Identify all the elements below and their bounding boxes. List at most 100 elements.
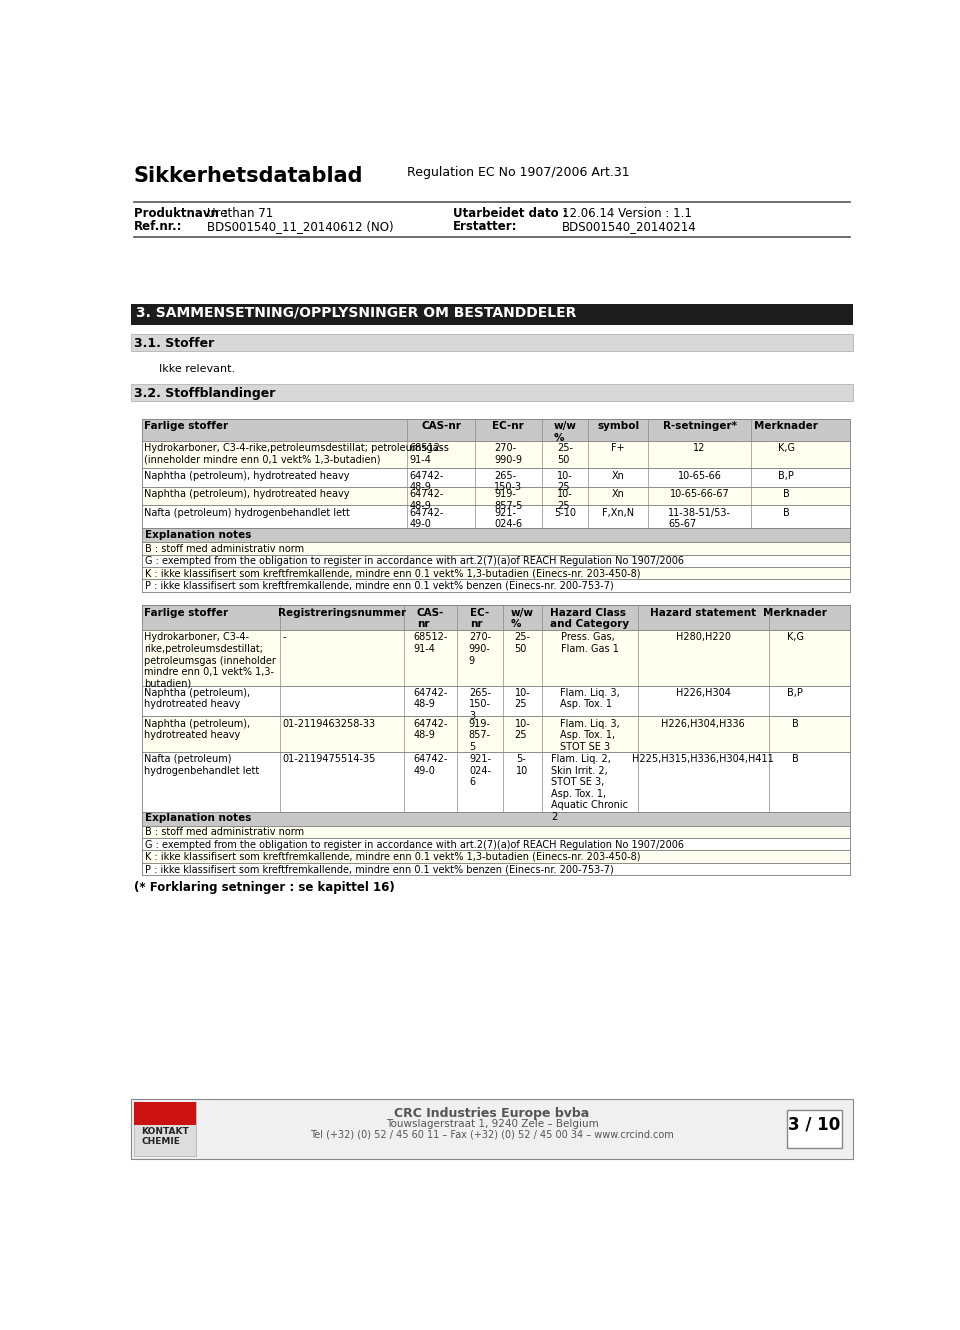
Text: Hazard statement: Hazard statement [650,608,756,617]
Text: Registreringsnummer: Registreringsnummer [277,608,406,617]
Text: P : ikke klassifisert som kreftfremkallende, mindre enn 0.1 vekt% benzen (Einecs: P : ikke klassifisert som kreftfremkalle… [145,864,613,874]
Text: 3. SAMMENSETNING/OPPLYSNINGER OM BESTANDDELER: 3. SAMMENSETNING/OPPLYSNINGER OM BESTAND… [135,306,576,321]
Bar [134,1103,196,1125]
Bar [142,468,850,487]
Text: G : exempted from the obligation to register in accordance with art.2(7)(a)of RE: G : exempted from the obligation to regi… [145,839,684,850]
Text: Hazard Class
and Category: Hazard Class and Category [550,608,630,629]
Bar [142,567,850,580]
Text: Produktnavn :: Produktnavn : [134,207,228,221]
Bar [142,811,850,826]
Text: Nafta (petroleum) hydrogenbehandlet lett: Nafta (petroleum) hydrogenbehandlet lett [144,508,349,517]
Bar [142,751,850,811]
Bar [142,505,850,528]
Text: CRC Industries Europe bvba: CRC Industries Europe bvba [395,1107,589,1120]
Text: 11-38-51/53-
65-67: 11-38-51/53- 65-67 [668,508,731,529]
Text: K,G: K,G [778,443,795,454]
Text: BDS001540_11_20140612 (NO): BDS001540_11_20140612 (NO) [206,221,394,234]
Text: P : ikke klassifisert som kreftfremkallende, mindre enn 0.1 vekt% benzen (Einecs: P : ikke klassifisert som kreftfremkalle… [145,581,613,591]
Text: EC-nr: EC-nr [492,422,524,431]
Text: B : stoff med administrativ norm: B : stoff med administrativ norm [145,827,304,837]
Text: B : stoff med administrativ norm: B : stoff med administrativ norm [145,544,304,553]
Text: 01-2119463258-33: 01-2119463258-33 [282,718,375,729]
Bar [142,543,850,555]
Text: 25-
50: 25- 50 [515,632,531,654]
Text: Farlige stoffer: Farlige stoffer [144,422,228,431]
Text: 64742-
48-9: 64742- 48-9 [410,471,444,492]
Text: KONTAKT
CHEMIE: KONTAKT CHEMIE [141,1127,189,1146]
Bar [142,487,850,505]
Text: K : ikke klassifisert som kreftfremkallende, mindre enn 0.1 vekt% 1,3-butadien (: K : ikke klassifisert som kreftfremkalle… [145,851,640,862]
Text: 265-
150-
3: 265- 150- 3 [468,688,491,721]
Text: K : ikke klassifisert som kreftfremkallende, mindre enn 0.1 vekt% 1,3-butadien (: K : ikke klassifisert som kreftfremkalle… [145,568,640,579]
Text: B: B [792,754,799,763]
Bar [131,1099,853,1158]
Text: Touwslagerstraat 1, 9240 Zele – Belgium: Touwslagerstraat 1, 9240 Zele – Belgium [386,1119,598,1129]
Text: Explanation notes: Explanation notes [145,529,252,540]
Text: 921-
024-
6: 921- 024- 6 [468,754,491,787]
Text: Naphtha (petroleum),
hydrotreated heavy: Naphtha (petroleum), hydrotreated heavy [144,718,251,741]
Text: w/w
%: w/w % [553,422,576,443]
Text: CAS-
nr: CAS- nr [417,608,444,629]
Text: 919-
857-5: 919- 857-5 [494,489,522,511]
Bar [131,334,853,351]
Text: H225,H315,H336,H304,H411: H225,H315,H336,H304,H411 [633,754,774,763]
Bar [142,685,850,717]
Text: 5-10: 5-10 [554,508,576,517]
Text: Naphtha (petroleum), hydrotreated heavy: Naphtha (petroleum), hydrotreated heavy [144,471,349,480]
Bar [142,630,850,685]
Bar [142,850,850,863]
Bar [142,528,850,543]
Text: 270-
990-9: 270- 990-9 [494,443,522,464]
Text: -: - [282,632,286,642]
Bar [134,1103,196,1156]
Text: 921-
024-6: 921- 024-6 [494,508,522,529]
Text: 270-
990-
9: 270- 990- 9 [468,632,491,665]
Text: 64742-
48-9: 64742- 48-9 [410,489,444,511]
Text: B,P: B,P [779,471,794,480]
Text: Hydrokarboner, C3-4-rike,petroleumsdestillat; petroleumsgass
(inneholder mindre : Hydrokarboner, C3-4-rike,petroleumsdesti… [144,443,449,464]
Bar [142,555,850,567]
Text: 64742-
49-0: 64742- 49-0 [413,754,447,775]
Text: 3.2. Stoffblandinger: 3.2. Stoffblandinger [134,387,276,400]
Text: w/w
%: w/w % [511,608,534,629]
Text: Naphtha (petroleum),
hydrotreated heavy: Naphtha (petroleum), hydrotreated heavy [144,688,251,709]
Text: CAS-nr: CAS-nr [421,422,461,431]
Bar [131,303,853,325]
Text: Ref.nr.:: Ref.nr.: [134,221,182,234]
Text: 10-65-66-67: 10-65-66-67 [670,489,730,499]
Text: Xn: Xn [612,489,625,499]
Text: Flam. Liq. 2,
Skin Irrit. 2,
STOT SE 3,
Asp. Tox. 1,
Aquatic Chronic
2: Flam. Liq. 2, Skin Irrit. 2, STOT SE 3, … [551,754,628,822]
Text: Flam. Liq. 3,
Asp. Tox. 1: Flam. Liq. 3, Asp. Tox. 1 [560,688,619,709]
Bar [142,826,850,838]
Text: H226,H304,H336: H226,H304,H336 [661,718,745,729]
Text: Utarbeidet dato :: Utarbeidet dato : [453,207,568,221]
Bar [142,605,850,630]
Text: 12.06.14 Version : 1.1: 12.06.14 Version : 1.1 [562,207,691,221]
Text: Ikke relevant.: Ikke relevant. [158,363,235,374]
Text: 10-65-66: 10-65-66 [678,471,722,480]
Text: Naphtha (petroleum), hydrotreated heavy: Naphtha (petroleum), hydrotreated heavy [144,489,349,499]
Text: Merknader: Merknader [755,422,818,431]
Bar [142,419,850,440]
Text: 3.1. Stoffer: 3.1. Stoffer [134,336,214,350]
Text: R-setninger*: R-setninger* [662,422,736,431]
Text: 265-
150-3: 265- 150-3 [494,471,522,492]
Bar [787,1109,842,1148]
Text: 12: 12 [693,443,706,454]
Text: B: B [783,489,790,499]
Text: B: B [783,508,790,517]
Text: Urethan 71: Urethan 71 [206,207,273,221]
Text: Sikkerhetsdatablad: Sikkerhetsdatablad [134,166,364,186]
Bar [142,863,850,875]
Bar [131,384,853,402]
Text: 5-
10: 5- 10 [516,754,529,775]
Text: Press. Gas,
Flam. Gas 1: Press. Gas, Flam. Gas 1 [561,632,618,654]
Text: Explanation notes: Explanation notes [145,814,252,823]
Bar [142,440,850,468]
Text: BDS001540_20140214: BDS001540_20140214 [562,221,697,234]
Text: F,Xn,N: F,Xn,N [602,508,635,517]
Bar [142,838,850,850]
Text: Hydrokarboner, C3-4-
rike,petroleumsdestillat;
petroleumsgas (inneholder
mindre : Hydrokarboner, C3-4- rike,petroleumsdest… [144,632,276,689]
Text: 10-
25: 10- 25 [515,718,530,741]
Text: 10-
25: 10- 25 [515,688,530,709]
